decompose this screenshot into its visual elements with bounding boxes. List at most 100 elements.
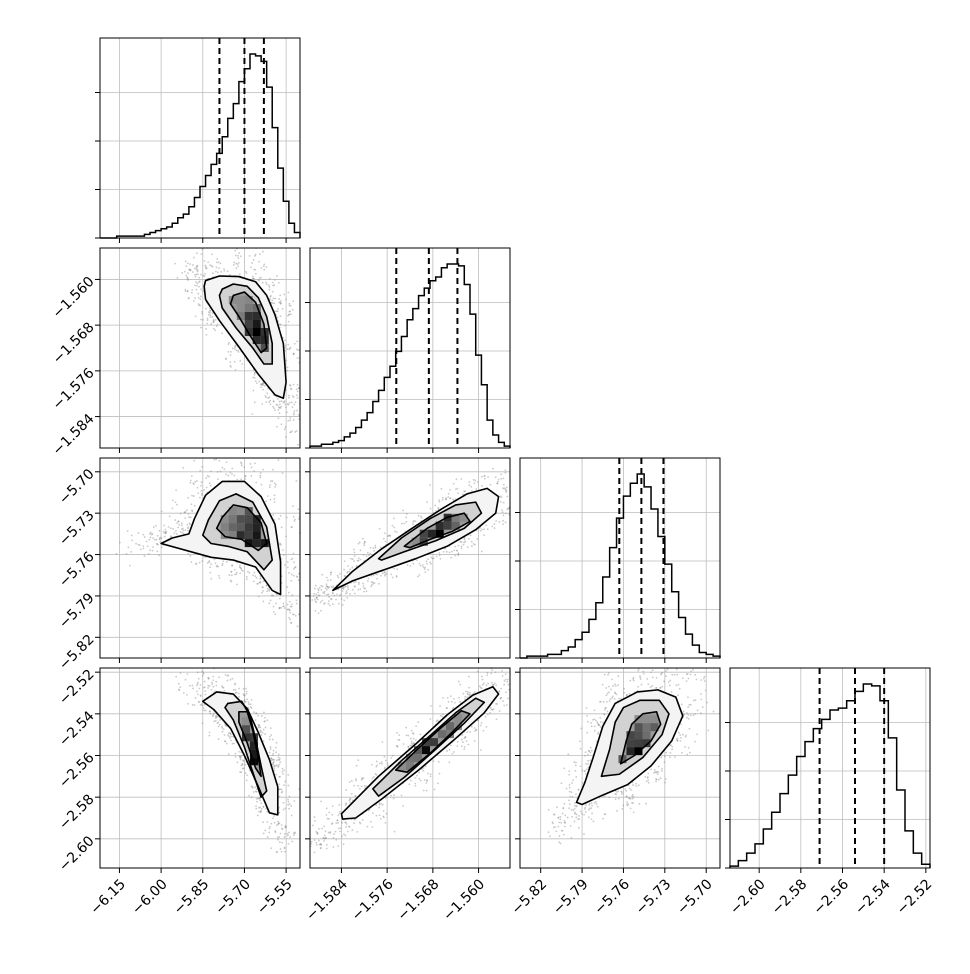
- panel-frame: [99, 247, 301, 449]
- density-cell: [406, 762, 414, 771]
- density-cell: [642, 739, 651, 748]
- x-tick-label: −1.584: [303, 876, 351, 924]
- histogram-2: [520, 473, 721, 659]
- contour-1_0-1: [218, 283, 274, 365]
- histogram-0: [100, 53, 301, 239]
- density-cell: [398, 762, 406, 771]
- scatter-points-1_0: [174, 247, 301, 446]
- density-cell: [242, 733, 250, 742]
- y-tick-label: −5.73: [56, 508, 98, 550]
- density-cell: [626, 731, 635, 740]
- contour-2_0-0: [160, 480, 282, 596]
- panel-1-0: [95, 247, 301, 453]
- density-cell: [642, 723, 651, 732]
- x-tick-label: −5.55: [254, 876, 296, 918]
- histogram-1: [309, 263, 511, 448]
- scatter-points-3_2: [547, 668, 715, 845]
- density-cell: [228, 296, 237, 304]
- x-tick-label: −2.58: [769, 876, 811, 918]
- density-cell: [252, 312, 261, 320]
- x-tick-label: −2.52: [894, 876, 936, 918]
- panel-frame: [309, 457, 511, 659]
- density-cell: [252, 304, 261, 312]
- y-tick-label: −5.82: [56, 632, 98, 674]
- density-cell: [634, 739, 643, 748]
- density-cell: [411, 537, 420, 546]
- density-cell: [228, 515, 237, 524]
- density-cell: [451, 521, 460, 530]
- density-cell: [244, 296, 253, 304]
- density-cell: [220, 531, 229, 540]
- density-cell: [244, 539, 253, 548]
- panel-frame: [519, 457, 721, 659]
- density-cell: [252, 328, 261, 336]
- panel-frame: [519, 667, 721, 869]
- density-cell: [220, 523, 229, 532]
- histogram-3: [729, 683, 931, 868]
- y-tick-label: −2.58: [56, 792, 98, 834]
- x-tick-label: −1.568: [395, 876, 443, 924]
- density-cell: [406, 754, 414, 763]
- x-tick-label: −2.56: [810, 876, 852, 918]
- density-cell: [244, 304, 253, 312]
- density-cell: [228, 507, 237, 516]
- scatter-points-3_0: [175, 667, 301, 853]
- density-cell: [422, 746, 430, 755]
- density-cell: [626, 747, 635, 756]
- density-cell: [459, 513, 468, 522]
- density-cell: [650, 715, 659, 724]
- density-cell: [642, 731, 651, 740]
- panel-frame: [729, 667, 931, 869]
- x-tick-label: −5.82: [509, 876, 551, 918]
- contour-3_2-1: [600, 699, 670, 778]
- contour-3_0-2: [238, 710, 262, 778]
- panel-frame: [309, 247, 511, 449]
- density-cell: [242, 725, 250, 734]
- panel-frame: [99, 667, 301, 869]
- x-tick-label: −5.76: [591, 876, 633, 918]
- density-cell: [650, 723, 659, 732]
- density-cell: [414, 746, 422, 755]
- y-tick-label: −2.52: [56, 667, 98, 709]
- density-cell: [252, 336, 261, 344]
- panel-2-2: [515, 457, 721, 663]
- x-tick-label: −5.73: [633, 876, 675, 918]
- density-cell: [228, 531, 237, 540]
- density-cell: [252, 539, 261, 548]
- density-cell: [260, 344, 269, 352]
- contour-2_1-0: [332, 487, 500, 592]
- panel-3-3: [725, 667, 931, 873]
- y-tick-label: −1.576: [50, 365, 98, 413]
- density-cell: [236, 296, 245, 304]
- panel-3-1: [305, 667, 511, 873]
- y-tick-label: −5.79: [56, 590, 98, 632]
- contour-1_0-0: [203, 275, 287, 400]
- density-cell: [244, 320, 253, 328]
- density-cell: [451, 513, 460, 522]
- y-tick-label: −1.568: [50, 319, 98, 367]
- scatter-points-2_1: [311, 467, 511, 615]
- contour-2_1-1: [377, 501, 483, 561]
- panel-0-0: [95, 37, 301, 243]
- x-tick-label: −5.79: [550, 876, 592, 918]
- density-cell: [236, 523, 245, 532]
- density-cell: [443, 521, 452, 530]
- density-cell: [260, 539, 269, 548]
- contour-3_2-0: [575, 689, 684, 806]
- x-tick-label: −2.60: [727, 876, 769, 918]
- density-cell: [220, 515, 229, 524]
- density-cell: [250, 741, 258, 750]
- density-cell: [260, 336, 269, 344]
- density-cell: [242, 717, 250, 726]
- contour-1_0-2: [229, 291, 268, 354]
- density-cell: [244, 515, 253, 524]
- density-cell: [236, 304, 245, 312]
- x-tick-label: −2.54: [852, 876, 894, 918]
- density-cell: [430, 738, 438, 747]
- density-cell: [244, 523, 253, 532]
- density-cell: [252, 531, 261, 540]
- x-tick-label: −1.560: [440, 876, 488, 924]
- panel-frame: [99, 37, 301, 239]
- y-tick-label: −2.54: [56, 708, 98, 750]
